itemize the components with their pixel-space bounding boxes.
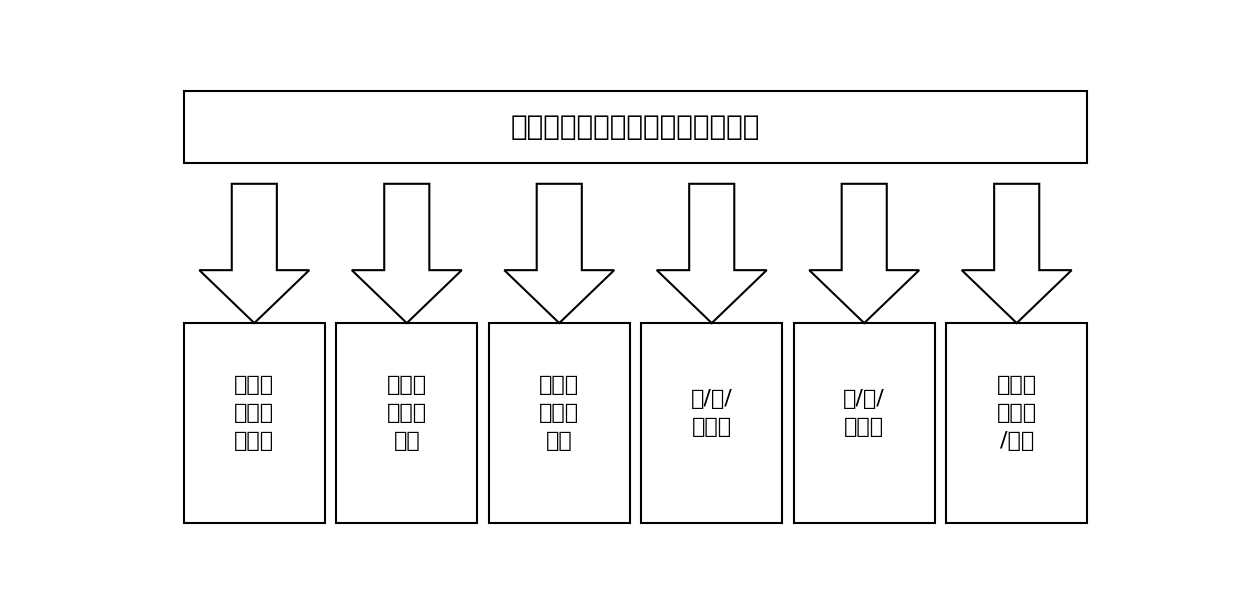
Bar	[641, 323, 782, 523]
Text: 太阳能
资源稳
定度: 太阳能 资源稳 定度	[387, 375, 427, 451]
Bar	[946, 323, 1087, 523]
Polygon shape	[810, 184, 919, 323]
Polygon shape	[352, 184, 461, 323]
Text: 太阳总
辐射年
辐照量: 太阳总 辐射年 辐照量	[234, 375, 274, 451]
Polygon shape	[962, 184, 1071, 323]
Bar	[184, 323, 325, 523]
Polygon shape	[657, 184, 766, 323]
Text: 强/平/
弱光月: 强/平/ 弱光月	[843, 389, 885, 437]
Text: 太阳能
资源直
射比: 太阳能 资源直 射比	[539, 375, 579, 451]
Bar	[336, 323, 477, 523]
Polygon shape	[505, 184, 614, 323]
Text: 光伏电站总辐射变化特征评估指标: 光伏电站总辐射变化特征评估指标	[511, 113, 760, 141]
Bar	[489, 323, 630, 523]
Bar	[184, 91, 1087, 163]
Text: 强/平/
弱光年: 强/平/ 弱光年	[691, 389, 733, 437]
Polygon shape	[200, 184, 309, 323]
Bar	[794, 323, 935, 523]
Text: 月辐照
量异常
/正常: 月辐照 量异常 /正常	[997, 375, 1037, 451]
